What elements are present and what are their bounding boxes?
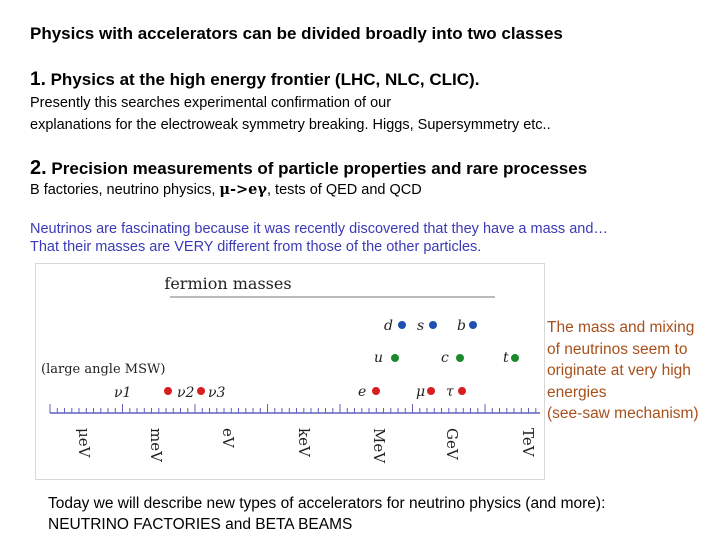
quark-marker-d	[398, 321, 406, 329]
quark-label-d: d	[384, 318, 393, 334]
point2-body-post: , tests of QED and QCD	[266, 182, 422, 198]
point2-heading-text: Precision measurements of particle prope…	[51, 159, 588, 178]
point2-body-pre: B factories, neutrino physics,	[30, 182, 220, 198]
figure-frame	[35, 263, 545, 480]
side-note-line1: The mass and mixing	[547, 319, 695, 336]
quark-marker-s	[429, 321, 437, 329]
side-note-line5: (see-saw mechanism)	[547, 405, 699, 422]
quark-marker-u	[391, 354, 399, 362]
point1-number: 1.	[30, 69, 46, 90]
lepton-marker-tau	[458, 387, 466, 395]
point1-heading-text: Physics at the high energy frontier (LHC…	[50, 70, 480, 89]
neutrino-label-2: ν2	[177, 385, 195, 401]
neutrinos-line1: Neutrinos are fascinating because it was…	[30, 221, 608, 237]
point2-heading: 2. Precision measurements of particle pr…	[30, 157, 587, 180]
axis-label-gev: GeV	[443, 428, 461, 461]
quark-label-b: b	[457, 318, 466, 334]
closing-line1: Today we will describe new types of acce…	[48, 495, 606, 512]
msw-label: (large angle MSW)	[41, 362, 165, 377]
axis-label-kev: keV	[295, 428, 313, 458]
neutrino-marker-2	[197, 387, 205, 395]
axis-label-tev: TeV	[519, 428, 537, 458]
lepton-label-mu: μ	[416, 384, 425, 400]
figure-title: fermion masses	[164, 274, 291, 293]
neutrino-marker-1	[164, 387, 172, 395]
mass-axis-ticks	[49, 404, 537, 413]
side-note-line4: energies	[547, 383, 607, 401]
point2-body-greek: μ->eγ	[219, 181, 267, 198]
lepton-label-e: e	[358, 384, 366, 400]
side-note-line2: of neutrinos seem to	[547, 340, 688, 358]
axis-label-mev-milli: meV	[147, 428, 165, 463]
quark-marker-c	[456, 354, 464, 362]
axis-label-ev: eV	[219, 428, 237, 449]
quark-label-c: c	[441, 350, 449, 366]
page-title: Physics with accelerators can be divided…	[30, 24, 563, 43]
lepton-marker-mu	[427, 387, 435, 395]
quark-marker-t	[511, 354, 519, 362]
quark-label-t: t	[503, 350, 509, 366]
point2-number: 2.	[30, 157, 47, 179]
axis-label-mev: MeV	[370, 428, 388, 464]
quark-label-u: u	[374, 350, 383, 366]
point2-body: B factories, neutrino physics, μ->eγ, te…	[30, 181, 422, 198]
lepton-marker-e	[372, 387, 380, 395]
neutrinos-line2: That their masses are VERY different fro…	[30, 239, 482, 255]
point1-heading: 1. Physics at the high energy frontier (…	[30, 69, 479, 91]
lepton-label-tau: τ	[446, 384, 454, 400]
closing-line2: NEUTRINO FACTORIES and BETA BEAMS	[48, 516, 353, 533]
quark-marker-b	[469, 321, 477, 329]
point1-body-line1: Presently this searches experimental con…	[30, 95, 392, 111]
side-note-line3: originate at very high	[547, 362, 691, 379]
axis-label-uev: μeV	[75, 428, 93, 459]
quark-label-s: s	[417, 318, 424, 334]
fermion-masses-figure: fermion masses (large angle MSW) d s b u…	[35, 263, 545, 480]
neutrino-label-3: ν3	[208, 385, 226, 401]
side-note: The mass and mixing of neutrinos seem to…	[547, 317, 720, 425]
neutrino-label-1: ν1	[114, 385, 131, 401]
point1-body-line2: explanations for the electroweak symmetr…	[30, 117, 551, 133]
